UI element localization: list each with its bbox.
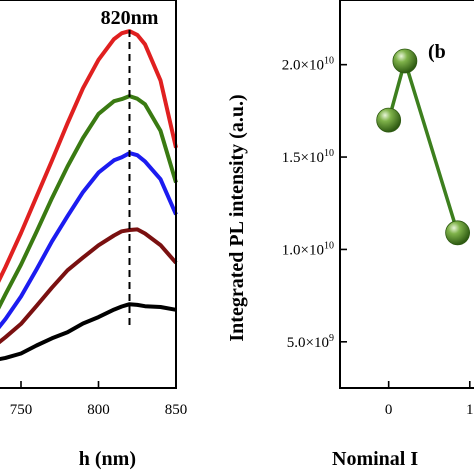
- panel-b-y-tick-label: 5.0×109: [287, 333, 334, 351]
- panel-b-y-ticks: 5.0×109 1.0×1010 1.5×1010 2.0×1010: [282, 56, 347, 351]
- panel-b-x-tick-label: 1: [466, 402, 474, 418]
- panel-b-y-tick-label: 1.0×1010: [282, 240, 334, 258]
- spectrum-series-4: [0, 227, 178, 345]
- panel-b-y-axis-title: Integrated PL intensity (a.u.): [226, 94, 248, 341]
- panel-b-series-group: [376, 48, 471, 246]
- panel-b-series-line: [387, 54, 460, 234]
- panel-a-x-tick-label: 750: [10, 402, 33, 418]
- panel-b-plot-frame: [339, 0, 474, 389]
- panel-a-x-tick-label: 800: [87, 402, 110, 418]
- panel-b-x-tick-label: 0: [385, 402, 393, 418]
- panel-a-plot-frame: [0, 0, 177, 389]
- panel-b-data-point: [376, 107, 402, 133]
- panel-a-spectra: 820nm 750 800 850 h (nm): [0, 0, 187, 470]
- panel-b-data-point: [392, 48, 418, 74]
- panel-b-label: (b: [428, 41, 446, 63]
- panel-b-y-tick-label: 1.5×1010: [282, 148, 334, 166]
- spectrum-series-5: [0, 302, 177, 362]
- spectrum-series-3: [0, 151, 178, 330]
- panel-a-series-group: [0, 29, 178, 362]
- panel-b-y-tick-label: 2.0×1010: [282, 56, 334, 74]
- panel-a-x-tick-label: 850: [165, 402, 188, 418]
- peak-annotation: 820nm: [101, 7, 159, 29]
- spectrum-series-1: [0, 29, 178, 283]
- panel-a-x-axis-title: h (nm): [79, 448, 136, 470]
- panel-b-data-point: [445, 220, 471, 246]
- panel-b-x-axis-title: Nominal I: [332, 448, 418, 470]
- spectrum-series-2: [0, 94, 178, 310]
- panel-a-x-ticks: 750 800 850: [10, 381, 188, 418]
